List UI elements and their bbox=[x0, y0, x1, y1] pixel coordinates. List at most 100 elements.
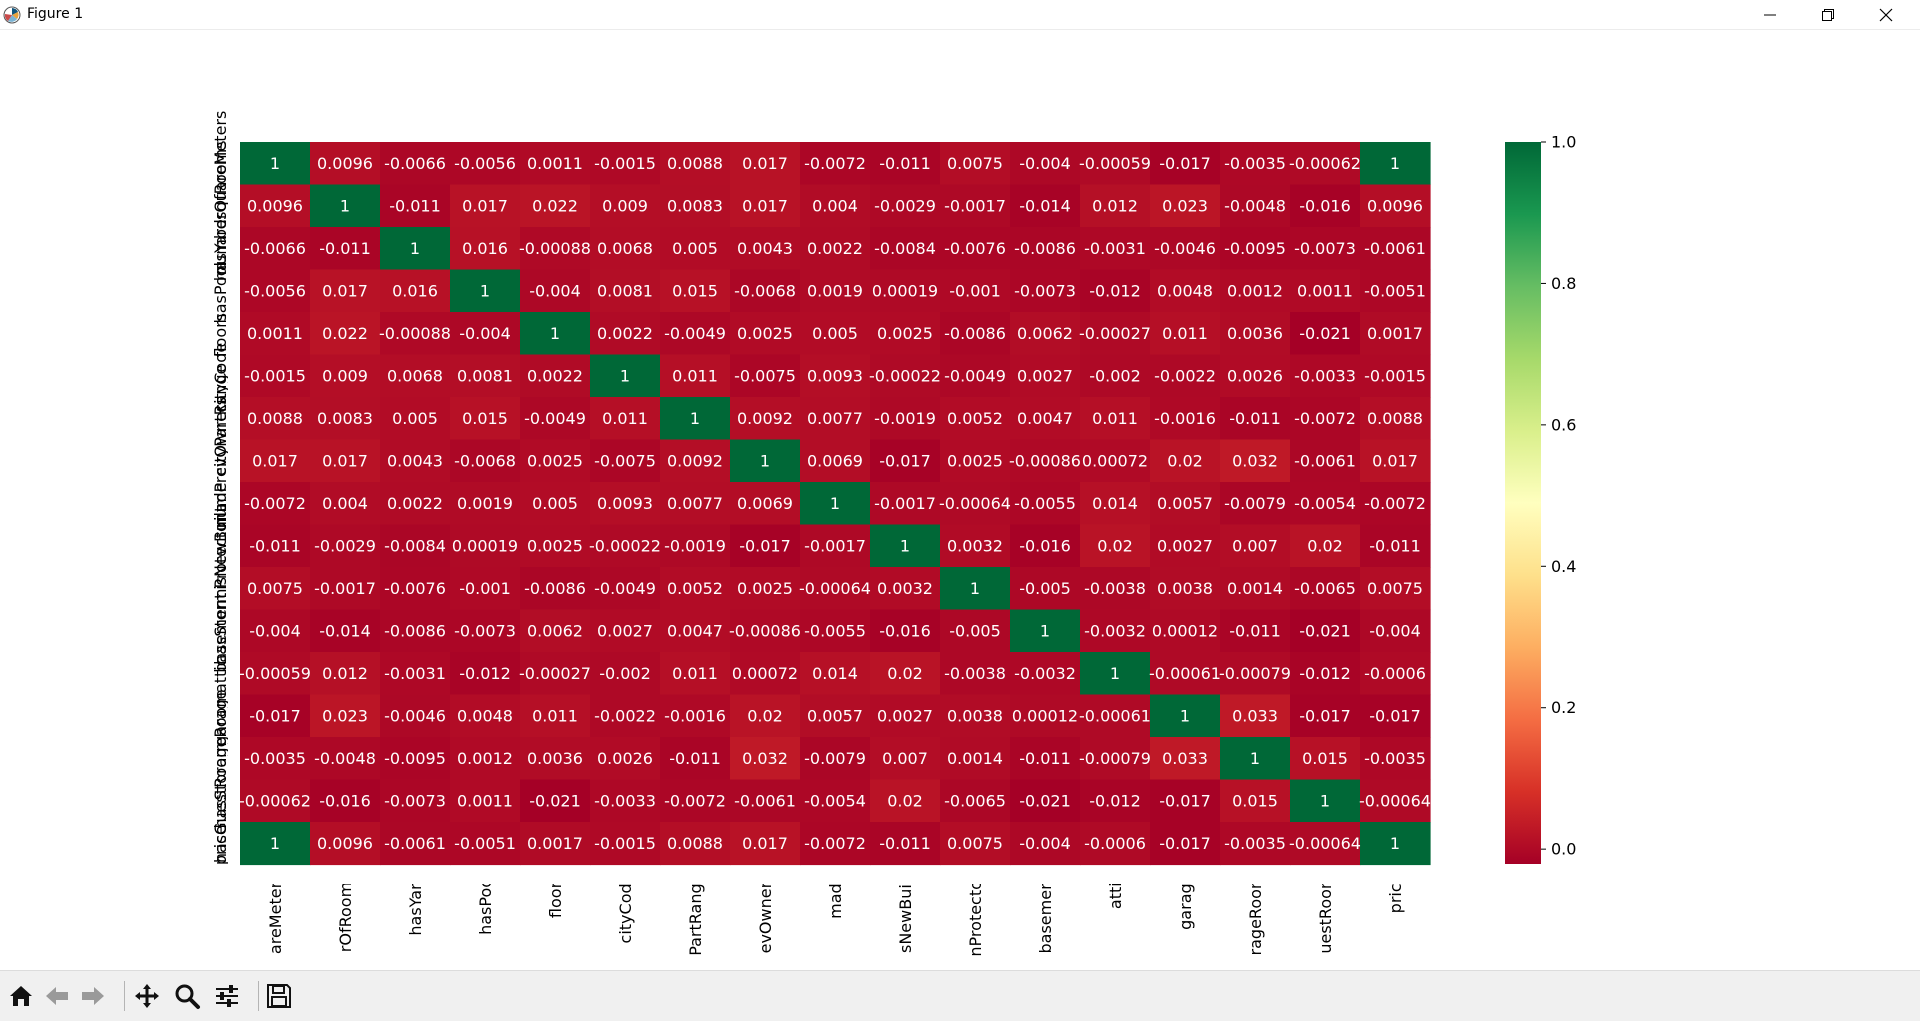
configure-subplots-button[interactable] bbox=[210, 979, 244, 1013]
x-tick-label: nProtector bbox=[966, 873, 985, 957]
cell-value-label: -0.004 bbox=[459, 324, 511, 343]
heatmap-cell bbox=[380, 354, 451, 398]
cell-value-label: -0.0017 bbox=[804, 536, 866, 555]
heatmap-cell bbox=[310, 779, 381, 823]
heatmap-cell bbox=[1220, 822, 1291, 866]
cell-value-label: -0.00061 bbox=[1149, 664, 1221, 683]
back-button[interactable] bbox=[40, 979, 74, 1013]
heatmap-cell bbox=[450, 694, 521, 738]
y-tick-label: floors bbox=[211, 313, 230, 358]
heatmap-cell bbox=[380, 142, 451, 186]
heatmap-cell bbox=[240, 779, 311, 823]
cell-value-label: -0.012 bbox=[459, 664, 511, 683]
heatmap-cell bbox=[1220, 142, 1291, 186]
heatmap-cell bbox=[1010, 184, 1081, 228]
cell-value-label: 0.0048 bbox=[1157, 281, 1213, 300]
sliders-icon bbox=[216, 985, 238, 1007]
cell-value-label: 0.0025 bbox=[737, 324, 793, 343]
cell-value-label: -0.0079 bbox=[804, 749, 866, 768]
heatmap-cell bbox=[240, 694, 311, 738]
cell-value-label: 1 bbox=[1040, 621, 1050, 640]
heatmap-cell bbox=[660, 312, 731, 356]
cell-value-label: 0.0038 bbox=[947, 706, 1003, 725]
cell-value-label: 0.011 bbox=[602, 409, 648, 428]
cell-value-label: -0.0068 bbox=[454, 451, 516, 470]
heatmap-cell bbox=[1360, 227, 1431, 271]
cell-value-label: 0.005 bbox=[532, 494, 578, 513]
heatmap-cell bbox=[1150, 354, 1221, 398]
cell-value-label: -0.0035 bbox=[244, 749, 306, 768]
heatmap-cell bbox=[1290, 397, 1361, 441]
heatmap-cell bbox=[800, 567, 871, 611]
heatmap-cell bbox=[800, 737, 871, 781]
home-button[interactable] bbox=[4, 979, 38, 1013]
heatmap-cell bbox=[870, 737, 941, 781]
save-button[interactable] bbox=[262, 979, 296, 1013]
heatmap-cell bbox=[590, 609, 661, 653]
cell-value-label: 0.0096 bbox=[317, 834, 373, 853]
heatmap-cell bbox=[520, 652, 591, 696]
heatmap-cell bbox=[1220, 397, 1291, 441]
heatmap-cell bbox=[940, 269, 1011, 313]
cell-value-label: 0.00019 bbox=[872, 281, 938, 300]
cell-value-label: -0.016 bbox=[1019, 536, 1071, 555]
cell-value-label: -0.016 bbox=[1299, 196, 1351, 215]
heatmap-cell bbox=[450, 652, 521, 696]
cell-value-label: 0.017 bbox=[252, 451, 298, 470]
cell-value-label: 1 bbox=[620, 366, 630, 385]
heatmap-cell bbox=[730, 737, 801, 781]
cell-value-label: 0.00012 bbox=[1152, 621, 1218, 640]
heatmap-cell bbox=[1010, 652, 1081, 696]
y-tick-label: attic bbox=[211, 657, 230, 693]
heatmap-cell bbox=[240, 142, 311, 186]
restore-button[interactable] bbox=[1799, 0, 1857, 29]
cell-value-label: 0.0019 bbox=[457, 494, 513, 513]
forward-button[interactable] bbox=[76, 979, 110, 1013]
heatmap-chart: 1 0.0096 -0.0066 -0.0056 0.0011 -0.0015 0.0088… bbox=[211, 111, 1576, 957]
heatmap-cell bbox=[1010, 269, 1081, 313]
heatmap-cell bbox=[590, 482, 661, 526]
minimize-icon bbox=[1764, 14, 1776, 15]
zoom-button[interactable] bbox=[170, 979, 204, 1013]
cell-value-label: -0.0006 bbox=[1084, 834, 1146, 853]
cell-value-label: -0.0055 bbox=[1014, 494, 1076, 513]
cell-value-label: -0.011 bbox=[879, 834, 931, 853]
cell-value-label: 0.011 bbox=[672, 366, 718, 385]
pan-button[interactable] bbox=[130, 979, 164, 1013]
heatmap-cell bbox=[1080, 609, 1151, 653]
cell-value-label: -0.012 bbox=[1089, 791, 1141, 810]
minimize-button[interactable] bbox=[1741, 0, 1799, 29]
close-button[interactable] bbox=[1857, 0, 1915, 29]
toolbar-separator bbox=[124, 981, 125, 1011]
heatmap-cell bbox=[800, 652, 871, 696]
y-tick-label: cityPartRange bbox=[211, 365, 230, 476]
heatmap-cell bbox=[940, 482, 1011, 526]
y-tick-label: hasYard bbox=[211, 219, 230, 281]
cell-value-label: 0.017 bbox=[462, 196, 508, 215]
heatmap-cell bbox=[800, 609, 871, 653]
cell-value-label: 0.0011 bbox=[247, 324, 303, 343]
cell-value-label: 0.012 bbox=[1092, 196, 1138, 215]
heatmap-cell bbox=[870, 482, 941, 526]
heatmap-cell bbox=[240, 439, 311, 483]
cell-value-label: 0.0022 bbox=[807, 239, 863, 258]
cell-value-label: -0.0076 bbox=[944, 239, 1006, 258]
heatmap-cell bbox=[940, 312, 1011, 356]
heatmap-cell bbox=[380, 652, 451, 696]
heatmap-cell bbox=[590, 227, 661, 271]
heatmap-cell bbox=[660, 609, 731, 653]
cell-value-label: -0.012 bbox=[1089, 281, 1141, 300]
cell-value-label: -0.021 bbox=[1299, 621, 1351, 640]
heatmap-cell bbox=[730, 652, 801, 696]
cell-value-label: 1 bbox=[970, 579, 980, 598]
heatmap-cell bbox=[1010, 142, 1081, 186]
heatmap-cell bbox=[240, 567, 311, 611]
home-icon bbox=[10, 986, 32, 1006]
heatmap-cell bbox=[800, 269, 871, 313]
heatmap-cell bbox=[870, 609, 941, 653]
heatmap-cell bbox=[800, 694, 871, 738]
cell-value-label: -0.0031 bbox=[384, 664, 446, 683]
heatmap-cell bbox=[1290, 779, 1361, 823]
heatmap-cell bbox=[450, 142, 521, 186]
heatmap-cell bbox=[590, 694, 661, 738]
